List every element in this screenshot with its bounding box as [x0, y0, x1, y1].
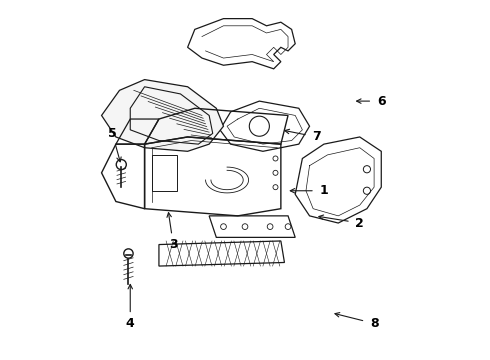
Text: 2: 2 — [355, 216, 364, 230]
Text: 3: 3 — [169, 238, 177, 251]
Text: 7: 7 — [312, 130, 321, 144]
Text: 1: 1 — [319, 184, 328, 197]
Text: 6: 6 — [377, 95, 386, 108]
Text: 5: 5 — [108, 127, 117, 140]
Polygon shape — [101, 80, 223, 151]
Text: 8: 8 — [370, 317, 378, 330]
Text: 4: 4 — [126, 317, 135, 330]
